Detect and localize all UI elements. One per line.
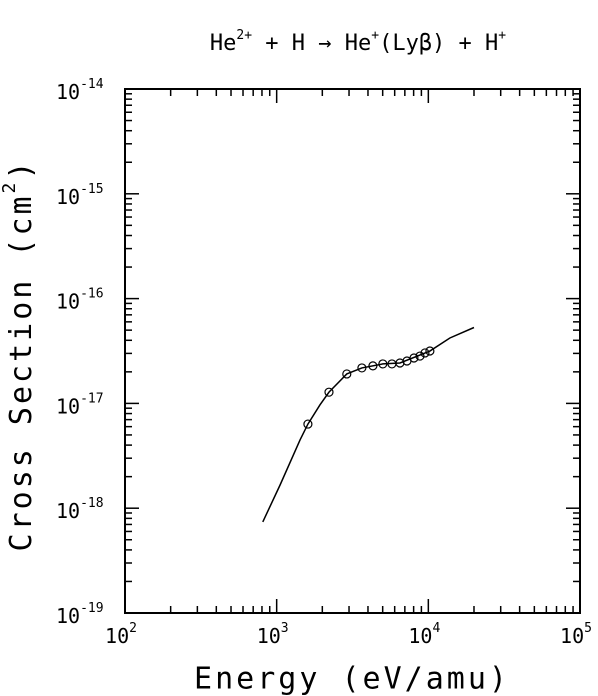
data-point (378, 359, 388, 369)
title-superscript: 2+ (236, 28, 252, 43)
x-tick-base: 10 (257, 624, 281, 648)
x-tick-label: 104 (408, 621, 440, 648)
title-text: He (210, 31, 237, 56)
y-tick-label: 10-18 (56, 496, 104, 523)
y-tick-label: 10-19 (56, 601, 104, 628)
y-tick-base: 10 (56, 184, 80, 208)
x-tick-label: 102 (105, 621, 137, 648)
y-tick-base: 10 (56, 499, 80, 523)
data-point (409, 353, 419, 363)
plot-frame (124, 88, 581, 614)
y-tick-label: 10-15 (56, 181, 104, 208)
chart-title: He2+ + H → He+(Lyβ) + H+ (210, 28, 506, 57)
x-tick-label: 103 (257, 621, 289, 648)
data-point (368, 361, 378, 371)
y-tick-exponent: -16 (80, 286, 103, 301)
x-axis-label: Energy (eV/amu) (194, 662, 510, 696)
y-tick-base: 10 (56, 80, 80, 104)
y-tick-label: 10-14 (56, 77, 104, 104)
x-tick-base: 10 (560, 624, 584, 648)
y-tick-exponent: -15 (80, 181, 103, 196)
title-text: (Lyβ) + H (379, 31, 498, 56)
y-tick-label: 10-16 (56, 286, 104, 313)
x-tick-base: 10 (105, 624, 129, 648)
curve (262, 326, 475, 523)
x-tick-exponent: 5 (584, 621, 592, 636)
title-text: + H → He (252, 31, 371, 56)
y-axis-label: Cross Section (cm2) (0, 159, 39, 552)
x-tick-exponent: 4 (432, 621, 440, 636)
data-point (415, 351, 425, 361)
data-point (324, 387, 334, 397)
y-tick-exponent: -17 (80, 391, 103, 406)
y-tick-label: 10-17 (56, 391, 104, 418)
x-tick-label: 105 (560, 621, 592, 648)
y-tick-exponent: -14 (80, 77, 104, 92)
data-point (342, 369, 352, 379)
x-tick-base: 10 (408, 624, 432, 648)
title-superscript: + (498, 28, 506, 43)
y-tick-base: 10 (56, 394, 80, 418)
y-label-text: Cross Section (cm (4, 193, 39, 551)
y-label-text: ) (4, 159, 39, 180)
data-point (303, 419, 313, 429)
y-tick-exponent: -18 (80, 496, 103, 511)
y-tick-base: 10 (56, 604, 80, 628)
x-tick-exponent: 3 (281, 621, 289, 636)
y-tick-base: 10 (56, 289, 80, 313)
data-point (357, 363, 367, 373)
title-superscript: + (371, 28, 379, 43)
data-point (425, 346, 435, 356)
x-tick-exponent: 2 (129, 621, 137, 636)
data-point (420, 348, 430, 358)
y-tick-exponent: -19 (80, 601, 103, 616)
y-label-superscript: 2 (0, 180, 20, 194)
